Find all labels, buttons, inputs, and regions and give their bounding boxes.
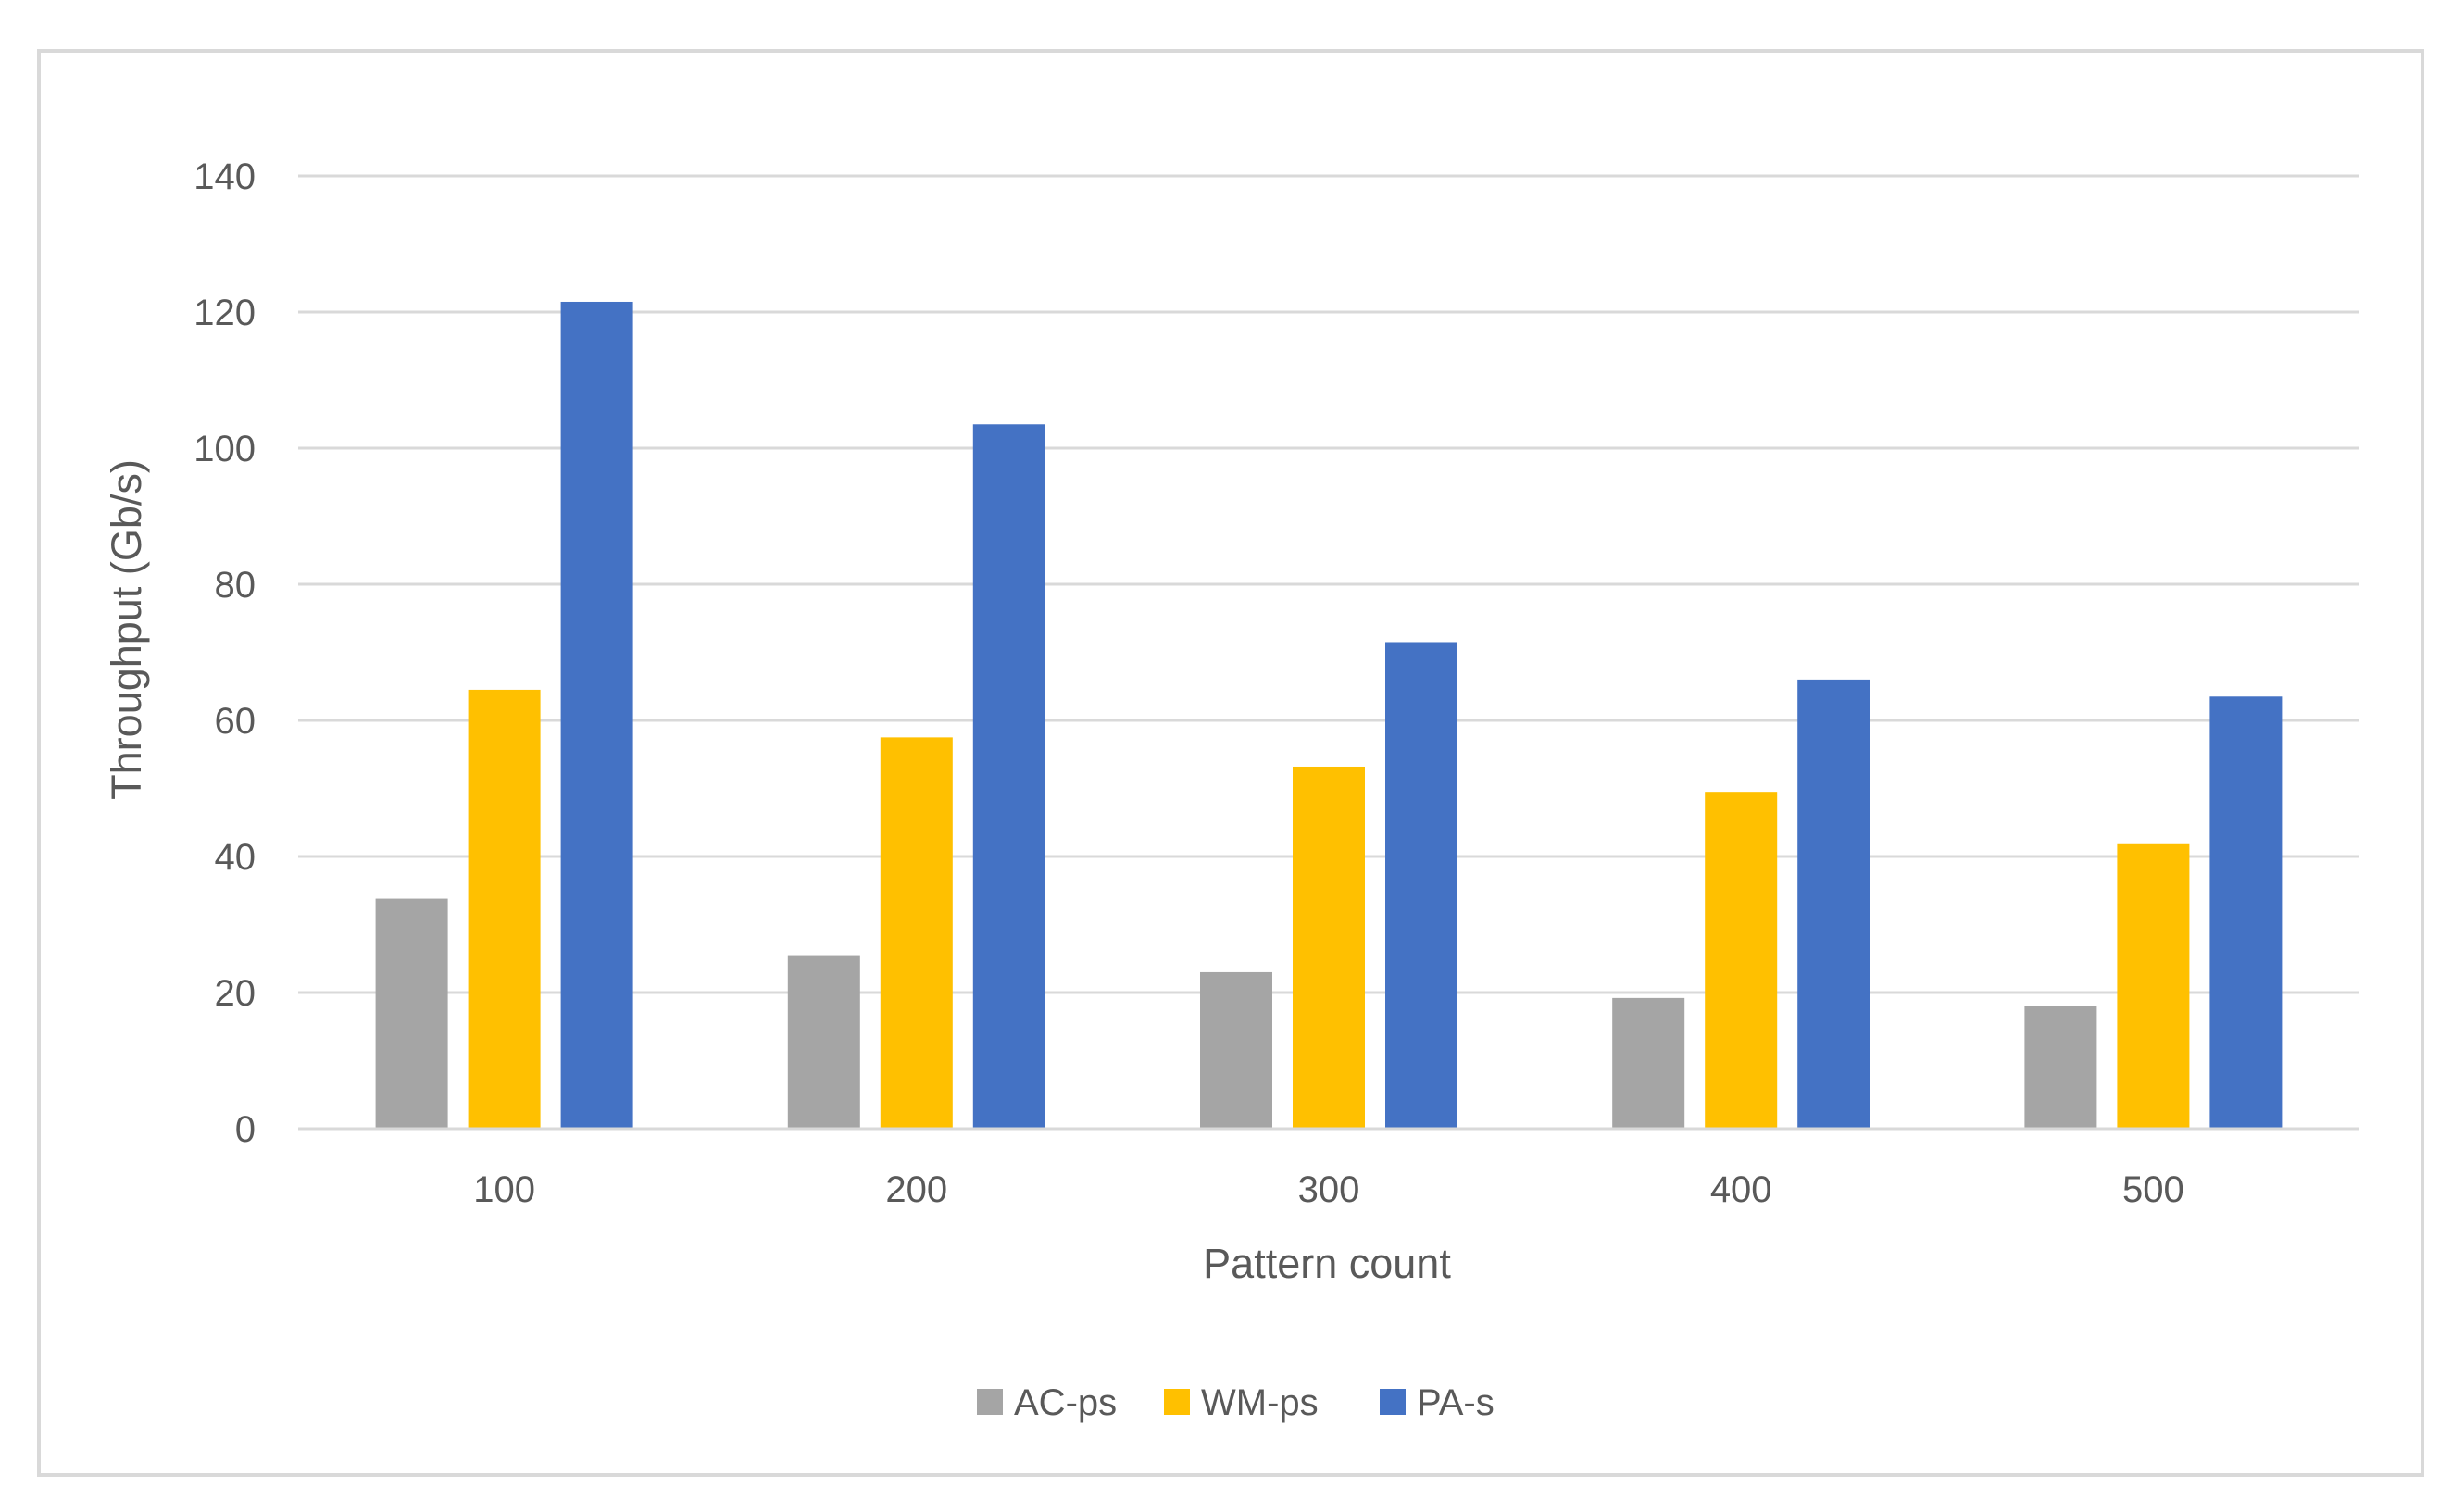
bar-wm-ps-100 bbox=[468, 689, 541, 1129]
x-tick-label: 300 bbox=[1298, 1169, 1360, 1210]
gridlines bbox=[298, 174, 2359, 994]
legend-label: AC-ps bbox=[1014, 1382, 1117, 1423]
bar-pa-s-500 bbox=[2209, 696, 2283, 1129]
bar-pa-s-200 bbox=[972, 424, 1045, 1129]
bar-ac-ps-400 bbox=[1612, 997, 1685, 1129]
legend-swatch bbox=[977, 1389, 1003, 1415]
bar-pa-s-400 bbox=[1797, 679, 1870, 1129]
legend-item-wm-ps: WM-ps bbox=[1164, 1382, 1319, 1423]
x-tick-label: 400 bbox=[1710, 1169, 1772, 1210]
chart-frame bbox=[37, 49, 2424, 1477]
bar-pa-s-100 bbox=[560, 301, 633, 1130]
y-tick-label: 80 bbox=[215, 565, 256, 606]
bar-wm-ps-200 bbox=[880, 737, 953, 1129]
legend-label: WM-ps bbox=[1201, 1382, 1319, 1423]
legend-swatch bbox=[1164, 1389, 1190, 1415]
bar-ac-ps-500 bbox=[2024, 1006, 2097, 1129]
bars bbox=[375, 301, 2283, 1130]
bar-ac-ps-100 bbox=[375, 898, 448, 1129]
y-axis-title: Throughput (Gb/s) bbox=[103, 459, 150, 800]
legend-swatch bbox=[1380, 1389, 1406, 1415]
y-tick-label: 40 bbox=[215, 837, 256, 878]
bar-wm-ps-300 bbox=[1293, 766, 1365, 1129]
bar-pa-s-300 bbox=[1385, 642, 1457, 1129]
y-tick-label: 0 bbox=[235, 1109, 256, 1150]
y-tick-label: 20 bbox=[215, 973, 256, 1014]
x-tick-label: 200 bbox=[885, 1169, 947, 1210]
x-axis-title: Pattern count bbox=[1203, 1240, 1451, 1287]
legend-item-pa-s: PA-s bbox=[1380, 1382, 1495, 1423]
bar-ac-ps-300 bbox=[1200, 971, 1272, 1129]
y-axis-ticks: 0 20 40 60 80 100 120 140 bbox=[194, 156, 256, 1150]
y-tick-label: 100 bbox=[194, 429, 256, 469]
x-tick-label: 500 bbox=[2122, 1169, 2184, 1210]
legend-item-ac-ps: AC-ps bbox=[977, 1382, 1117, 1423]
bar-wm-ps-500 bbox=[2117, 843, 2190, 1129]
bar-ac-ps-200 bbox=[787, 955, 860, 1129]
y-tick-label: 60 bbox=[215, 701, 256, 742]
legend-label: PA-s bbox=[1417, 1382, 1495, 1423]
bar-wm-ps-400 bbox=[1705, 792, 1778, 1129]
y-tick-label: 120 bbox=[194, 293, 256, 333]
x-axis-ticks: 100 200 300 400 500 bbox=[473, 1169, 2184, 1210]
legend: AC-ps WM-ps PA-s bbox=[977, 1382, 1495, 1423]
y-tick-label: 140 bbox=[194, 156, 256, 197]
x-tick-label: 100 bbox=[473, 1169, 535, 1210]
